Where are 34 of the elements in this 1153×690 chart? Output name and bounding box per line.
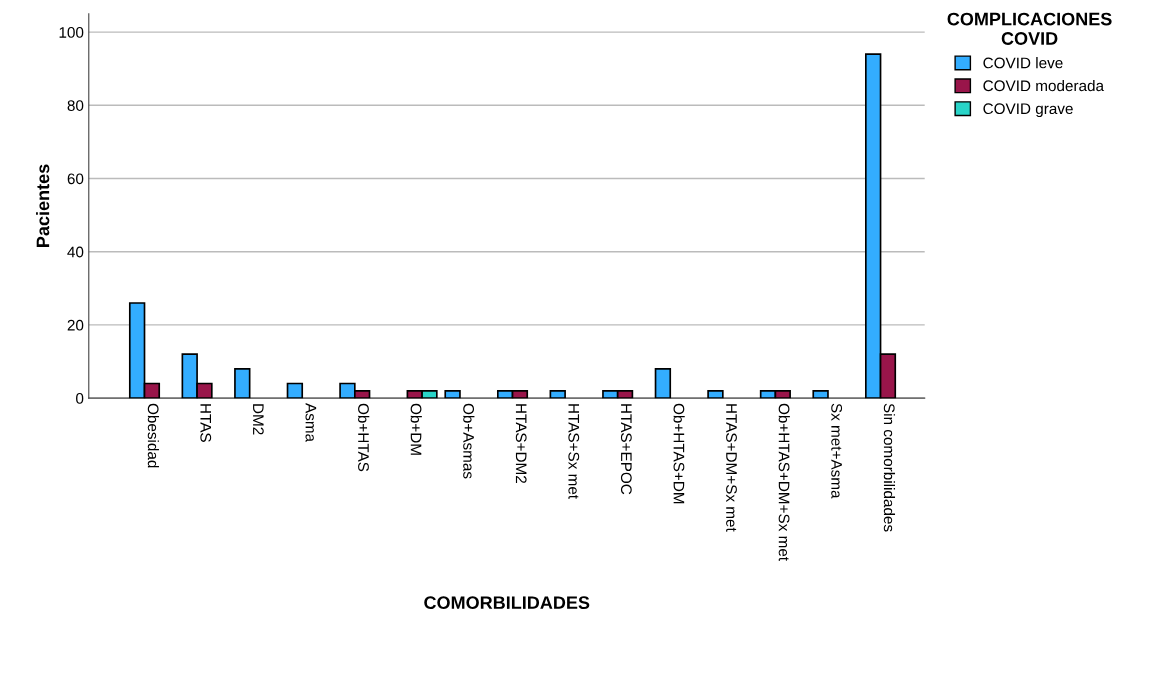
bar	[812, 389, 829, 399]
bar	[444, 389, 461, 399]
y-tick-label: 20	[67, 319, 84, 331]
y-tick-label: 100	[59, 26, 84, 38]
x-tick-label: Ob+HTAS	[358, 403, 370, 472]
x-tick-label: HTAS	[200, 404, 212, 442]
legend-label: COVID leve	[983, 57, 1063, 69]
x-tick-label: Sin comorbilidades	[883, 403, 896, 532]
x-tick-label: Obesidad	[147, 403, 159, 468]
bar	[234, 368, 251, 399]
bar	[654, 368, 672, 399]
y-axis-title: Pacientes	[36, 164, 50, 247]
x-tick-label: Ob+DM	[410, 403, 422, 455]
x-tick-label: HTAS+DM2	[515, 404, 527, 484]
y-tick-label: 80	[67, 100, 84, 111]
x-tick-label: HTAS+EPOC	[620, 404, 632, 495]
x-tick-label: Asma	[305, 403, 317, 443]
x-tick-label: Ob+Asmas	[463, 403, 475, 479]
x-tick-label: DM2	[253, 404, 264, 435]
y-tick-label: 0	[76, 393, 84, 404]
legend-label: COVID grave	[983, 103, 1073, 118]
x-axis-title: COMORBILIDADES	[424, 596, 590, 610]
bar	[707, 389, 724, 399]
x-tick-label: Ob+HTAS+DM	[673, 403, 685, 504]
x-tick-label: HTAS+Sx met	[568, 404, 580, 499]
legend-label: COVID moderada	[983, 79, 1105, 92]
legend-title: COMPLICACIONES COVID	[947, 12, 1112, 45]
bar	[549, 389, 566, 399]
x-tick-label: Sx met+Asma	[831, 403, 843, 499]
x-tick-label: Ob+HTAS+DM+Sx met	[778, 403, 790, 561]
bar	[286, 382, 304, 399]
y-tick-label: 60	[67, 173, 84, 185]
x-tick-label: HTAS+DM+Sx met	[726, 404, 737, 532]
y-tick-label: 40	[67, 246, 84, 258]
